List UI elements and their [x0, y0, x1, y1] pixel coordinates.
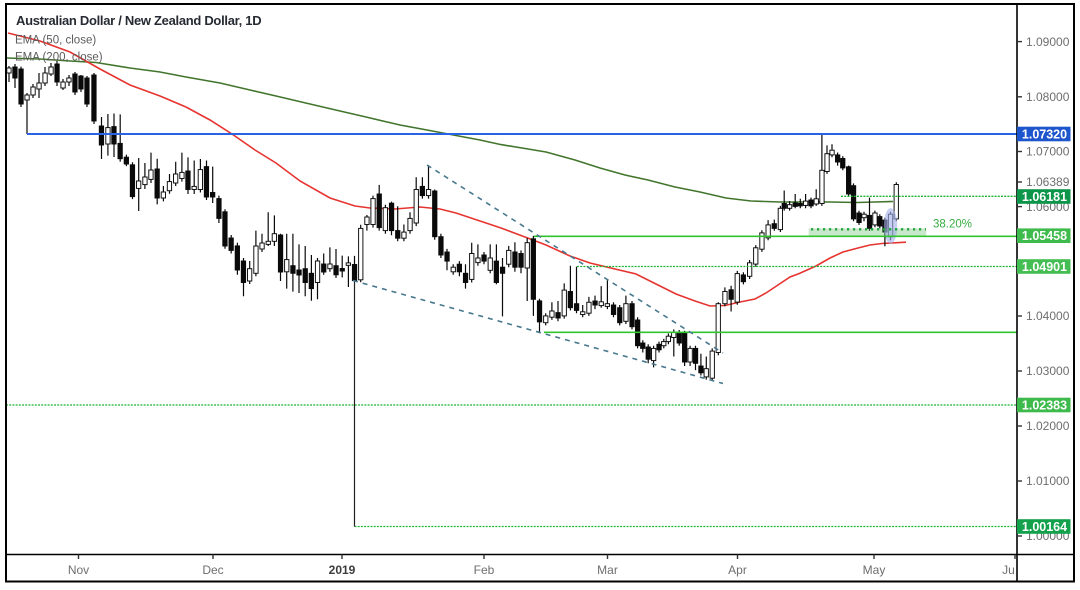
svg-text:1.02000: 1.02000 — [1026, 419, 1070, 433]
svg-text:EMA (50, close): EMA (50, close) — [15, 35, 96, 47]
svg-text:Nov: Nov — [68, 563, 89, 577]
svg-text:1.09000: 1.09000 — [1026, 35, 1070, 49]
svg-text:1.06181: 1.06181 — [1022, 190, 1067, 204]
svg-text:May: May — [863, 563, 886, 577]
svg-text:1.07000: 1.07000 — [1026, 145, 1070, 159]
svg-text:Ju: Ju — [1002, 563, 1015, 577]
svg-text:1.02383: 1.02383 — [1022, 398, 1067, 412]
svg-text:1.07320: 1.07320 — [1022, 127, 1067, 141]
svg-text:EMA (200, close): EMA (200, close) — [15, 52, 103, 64]
svg-text:2019: 2019 — [329, 563, 356, 577]
svg-text:1.04901: 1.04901 — [1022, 260, 1067, 274]
svg-text:1.03000: 1.03000 — [1026, 364, 1070, 378]
svg-text:1.04000: 1.04000 — [1026, 309, 1070, 323]
svg-text:1.01000: 1.01000 — [1026, 474, 1070, 488]
svg-text:1.06389: 1.06389 — [1026, 175, 1070, 189]
svg-text:38.20%: 38.20% — [933, 218, 972, 230]
svg-text:Mar: Mar — [597, 563, 618, 577]
svg-text:1.05458: 1.05458 — [1022, 229, 1067, 243]
svg-text:Australian Dollar / New Zealan: Australian Dollar / New Zealand Dollar, … — [16, 13, 261, 28]
svg-text:Feb: Feb — [474, 563, 495, 577]
svg-text:1.08000: 1.08000 — [1026, 90, 1070, 104]
svg-text:Apr: Apr — [728, 563, 747, 577]
svg-text:1.00164: 1.00164 — [1022, 520, 1067, 534]
svg-text:Dec: Dec — [202, 563, 223, 577]
